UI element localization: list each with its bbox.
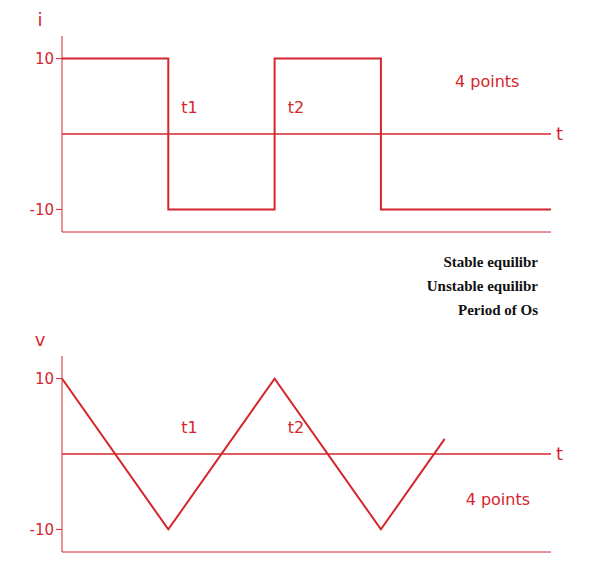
svg-text:t: t: [556, 123, 563, 144]
svg-text:10: 10: [35, 370, 54, 388]
html-text:Period of Os: Period of Os: [458, 302, 538, 318]
svg-text:t: t: [556, 443, 563, 464]
svg-text:4 points: 4 points: [466, 490, 530, 509]
svg-text:t2: t2: [288, 98, 304, 117]
svg-text:t1: t1: [181, 418, 197, 437]
svg-text:-10: -10: [30, 201, 55, 219]
html-text:Unstable equilibr: Unstable equilibr: [426, 278, 538, 294]
svg-text:t1: t1: [181, 98, 197, 117]
svg-text:10: 10: [35, 50, 54, 68]
svg-text:t2: t2: [288, 418, 304, 437]
svg-text:4 points: 4 points: [455, 72, 519, 91]
html-text:Stable equilibr: Stable equilibr: [443, 254, 538, 270]
svg-text:v: v: [35, 329, 46, 350]
svg-text:-10: -10: [30, 521, 55, 539]
svg-text:i: i: [37, 9, 42, 30]
